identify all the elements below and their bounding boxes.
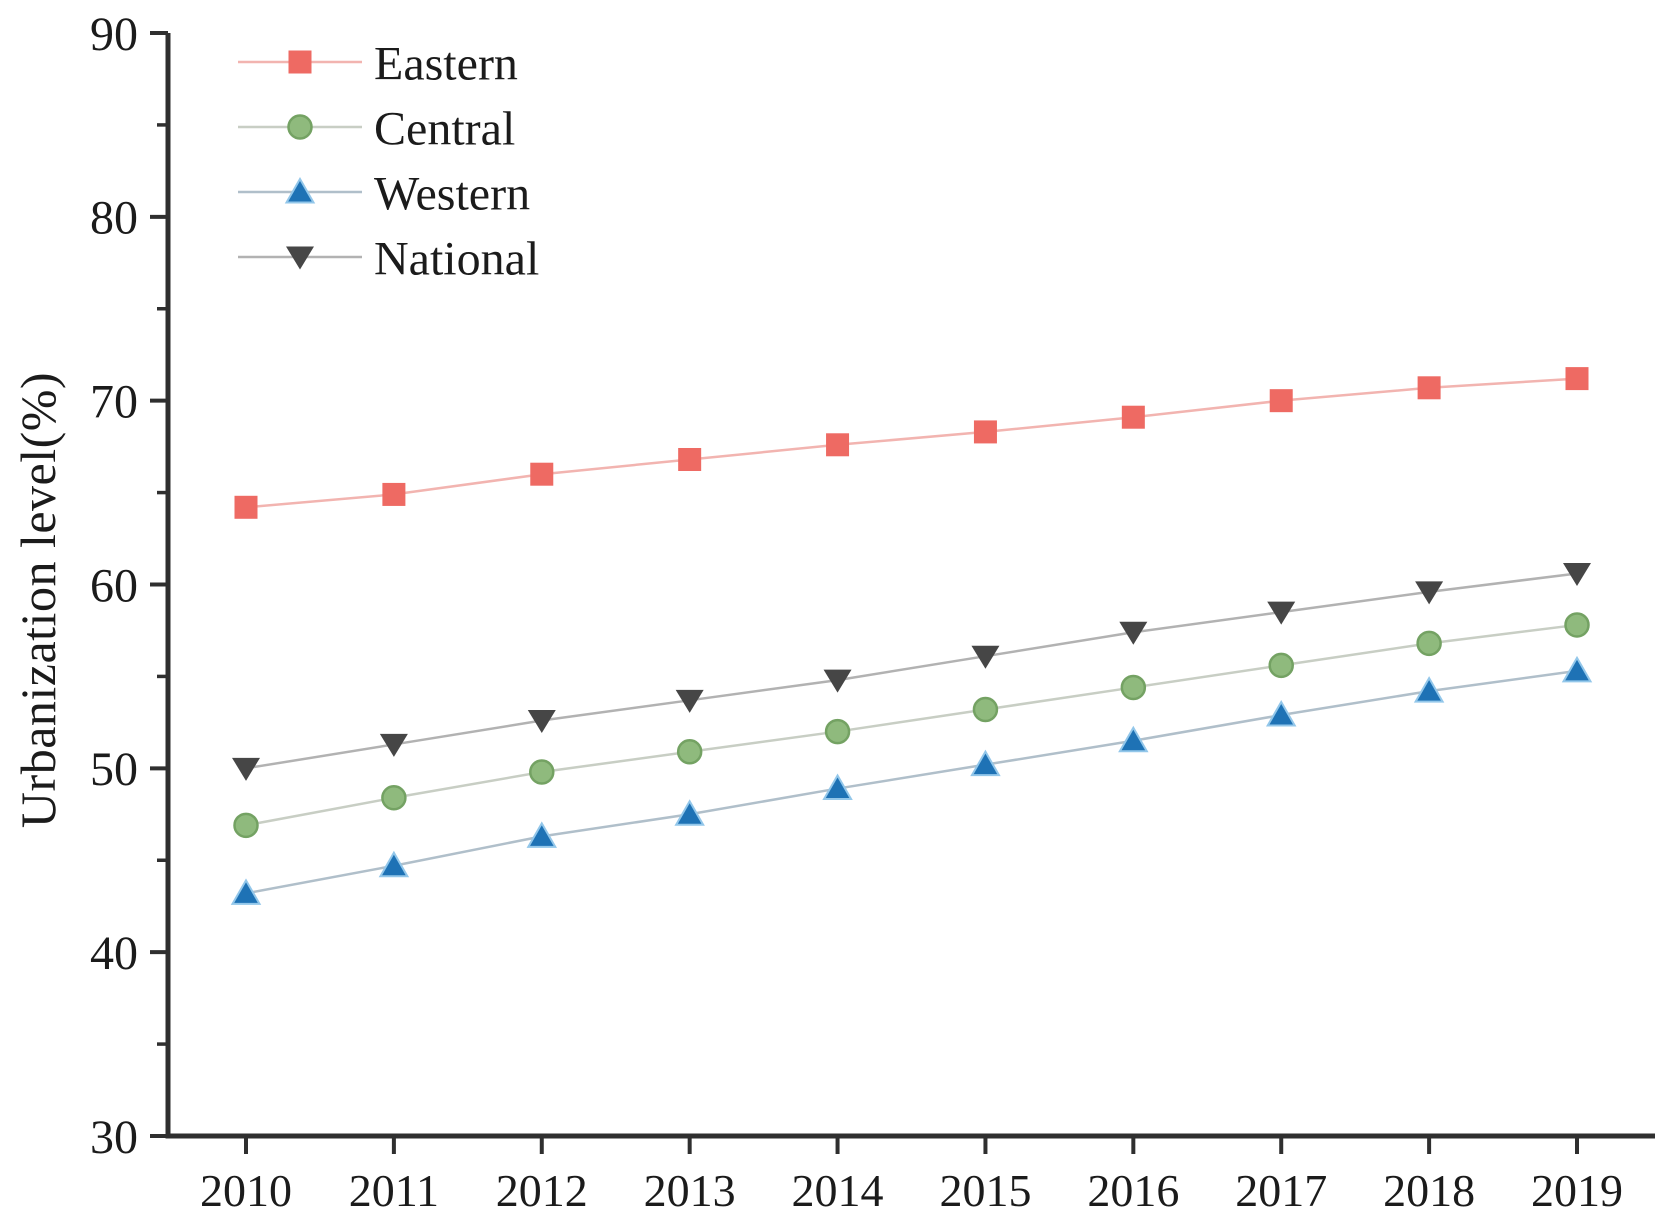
x-tick-label: 2015 <box>939 1165 1031 1216</box>
triangle-up-marker-icon <box>526 821 558 848</box>
triangle-up-marker-icon <box>970 749 1001 777</box>
legend-label: Western <box>374 167 530 220</box>
x-tick-label: 2014 <box>792 1165 884 1216</box>
legend-label: Central <box>374 102 515 155</box>
triangle-down-marker-icon <box>971 645 1000 669</box>
y-axis: 30 40 50 60 70 80 90 <box>90 8 168 1164</box>
y-tick-label: 40 <box>90 927 138 980</box>
legend-item-central: Central <box>238 102 515 155</box>
square-marker-icon <box>1565 367 1589 391</box>
series-line <box>245 377 1578 509</box>
legend-item-national: National <box>238 232 539 285</box>
square-marker-icon <box>288 50 312 74</box>
square-marker-icon <box>382 482 406 506</box>
square-marker-icon <box>973 420 997 444</box>
circle-marker-icon <box>676 739 703 765</box>
circle-marker-icon <box>1120 674 1147 701</box>
triangle-up-marker-icon <box>230 878 262 905</box>
x-tick-label: 2010 <box>200 1165 292 1216</box>
series-line <box>245 572 1578 770</box>
triangle-down-marker-icon <box>1563 562 1591 586</box>
circle-marker-icon <box>972 696 999 723</box>
legend: Eastern Central Western National <box>238 37 539 285</box>
triangle-down-marker-icon <box>379 733 408 757</box>
y-tick-label: 50 <box>90 743 138 796</box>
series-national <box>232 562 1591 781</box>
series-central <box>233 612 1590 839</box>
square-marker-icon <box>234 495 258 519</box>
x-tick-label: 2019 <box>1531 1165 1623 1216</box>
series-eastern <box>234 367 1589 519</box>
circle-marker-icon <box>233 812 259 839</box>
series-line <box>245 623 1578 827</box>
triangle-down-marker-icon <box>823 669 852 693</box>
x-tick-label: 2012 <box>496 1165 588 1216</box>
triangle-up-marker-icon <box>1413 676 1445 703</box>
triangle-down-marker-icon <box>286 246 314 270</box>
series-western <box>230 655 1593 905</box>
y-tick-label: 80 <box>90 192 138 245</box>
triangle-down-marker-icon <box>232 757 260 781</box>
circle-marker-icon <box>287 114 313 140</box>
circle-marker-icon <box>824 718 851 745</box>
x-axis: 2010 2011 2012 2013 2014 2015 2016 2017 2018 2019 <box>200 1136 1623 1216</box>
circle-marker-icon <box>1416 630 1442 657</box>
y-tick-label: 30 <box>90 1111 138 1164</box>
triangle-up-marker-icon <box>1561 655 1593 683</box>
square-marker-icon <box>826 433 850 457</box>
x-tick-label: 2011 <box>349 1165 439 1216</box>
triangle-up-marker-icon <box>378 850 410 878</box>
triangle-up-marker-icon <box>284 176 316 204</box>
circle-marker-icon <box>1268 652 1294 679</box>
circle-marker-icon <box>1564 612 1590 638</box>
legend-label: Eastern <box>374 37 518 90</box>
legend-item-eastern: Eastern <box>238 37 518 90</box>
triangle-down-marker-icon <box>1119 621 1148 645</box>
y-tick-label: 90 <box>90 8 138 61</box>
triangle-up-marker-icon <box>1118 725 1149 753</box>
x-tick-label: 2017 <box>1235 1165 1327 1216</box>
square-marker-icon <box>1121 405 1145 429</box>
x-tick-label: 2018 <box>1383 1165 1475 1216</box>
circle-marker-icon <box>381 784 407 811</box>
triangle-up-marker-icon <box>822 773 853 801</box>
x-tick-label: 2016 <box>1087 1165 1179 1216</box>
legend-label: National <box>374 232 539 285</box>
triangle-down-marker-icon <box>675 689 704 713</box>
triangle-up-marker-icon <box>674 799 705 826</box>
triangle-up-marker-icon <box>1265 700 1297 727</box>
square-marker-icon <box>678 447 702 471</box>
square-marker-icon <box>1269 389 1293 413</box>
legend-item-western: Western <box>238 167 530 220</box>
y-tick-label: 70 <box>90 375 138 428</box>
square-marker-icon <box>530 462 554 486</box>
triangle-down-marker-icon <box>527 710 556 734</box>
circle-marker-icon <box>529 759 555 785</box>
y-axis-title: Urbanization level(%) <box>10 371 66 829</box>
x-tick-label: 2013 <box>644 1165 736 1216</box>
y-tick-label: 60 <box>90 559 138 612</box>
triangle-down-marker-icon <box>1415 581 1444 605</box>
triangle-down-marker-icon <box>1267 601 1296 625</box>
series-line <box>245 669 1578 895</box>
square-marker-icon <box>1417 376 1441 400</box>
